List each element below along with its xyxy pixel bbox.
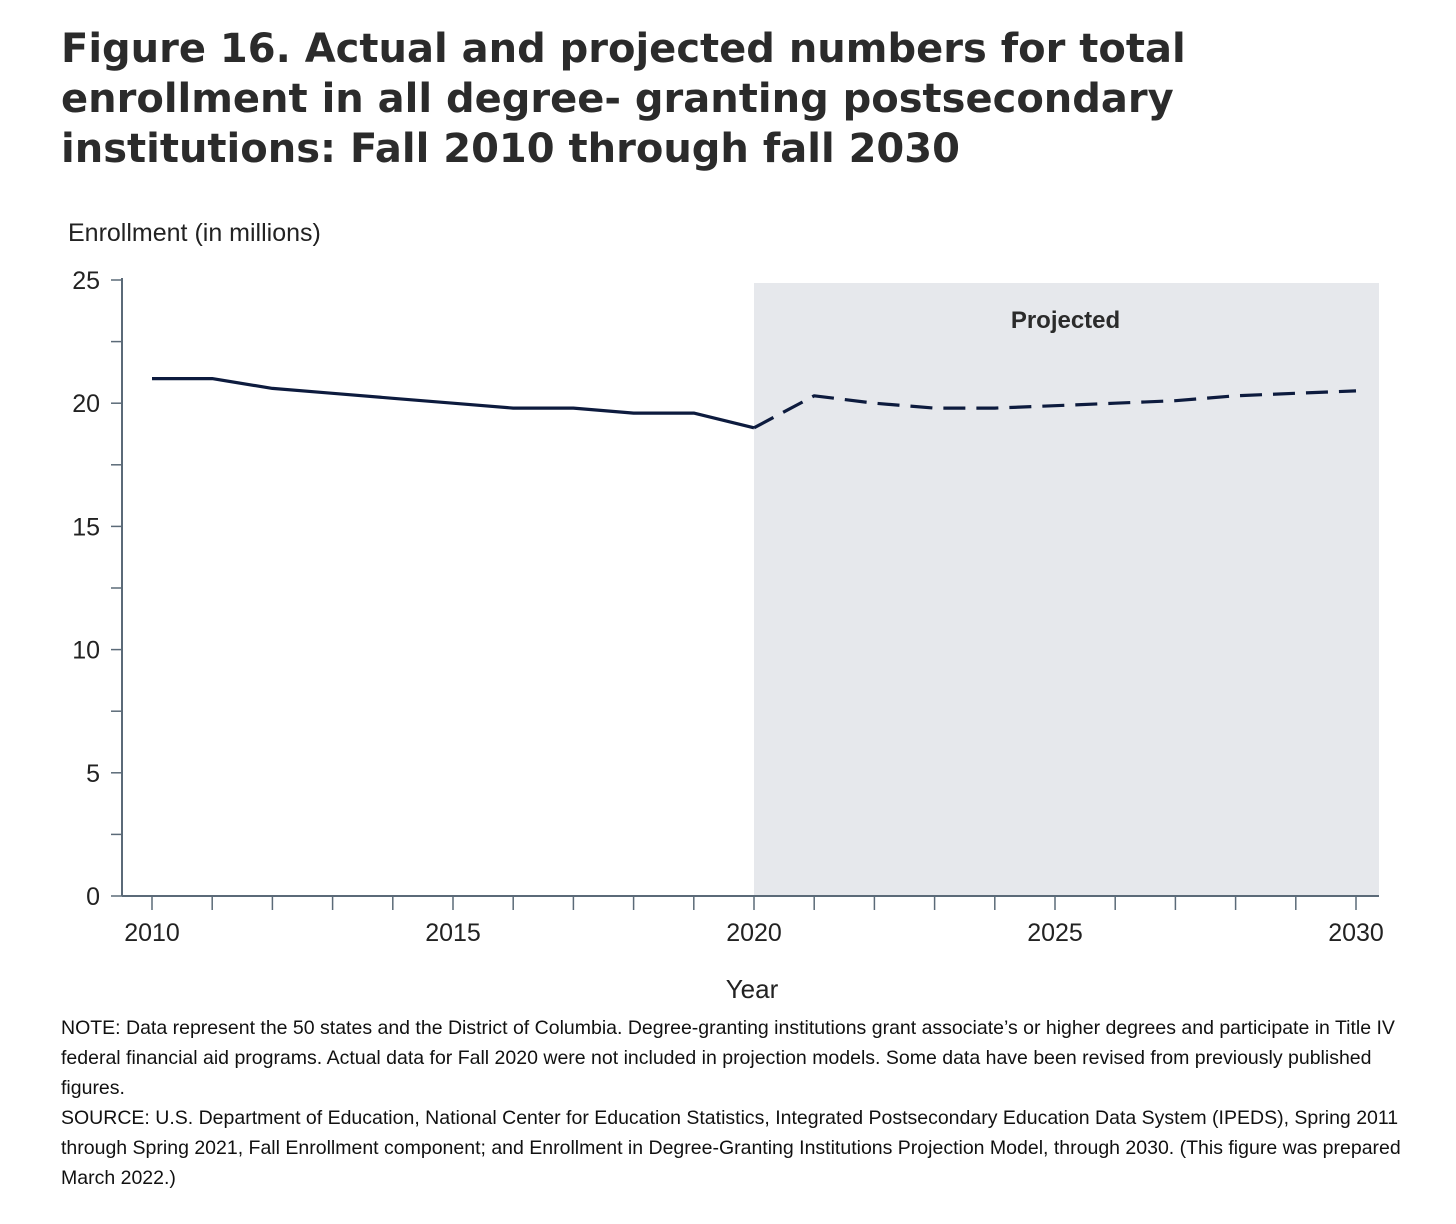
projected-series-line (753, 389, 1357, 430)
x-tick-label: 2010 (124, 919, 180, 947)
source-text: SOURCE: U.S. Department of Education, Na… (61, 1107, 1401, 1189)
x-tick-label: 2015 (425, 919, 481, 947)
projected-label: Projected (1011, 307, 1120, 334)
chart-title: Figure 16. Actual and projected numbers … (61, 26, 1186, 172)
series-group (152, 377, 1357, 430)
x-axis-title: Year (726, 974, 779, 1004)
note-text: NOTE: Data represent the 50 states and t… (61, 1017, 1395, 1099)
x-tick-label: 2020 (726, 919, 782, 947)
x-tick-label: 2025 (1027, 919, 1083, 947)
y-tick-label: 0 (86, 883, 100, 911)
y-tick-label: 20 (72, 390, 100, 418)
footnotes: NOTE: Data represent the 50 states and t… (61, 1013, 1406, 1193)
y-tick-label: 10 (72, 637, 100, 665)
y-tick-label: 15 (72, 513, 100, 541)
actual-series-line (152, 377, 755, 430)
line-chart: Projected Enrollment (in millions) Year … (68, 219, 1384, 1004)
y-axis-title: Enrollment (in millions) (68, 219, 321, 247)
x-ticks: 2010 2015 2020 2025 2030 (124, 896, 1384, 947)
y-tick-label: 5 (86, 760, 100, 788)
projected-region (754, 283, 1379, 896)
y-tick-label: 25 (72, 267, 100, 295)
y-ticks: 0 5 10 15 20 25 (72, 267, 122, 911)
x-tick-label: 2030 (1328, 919, 1384, 947)
